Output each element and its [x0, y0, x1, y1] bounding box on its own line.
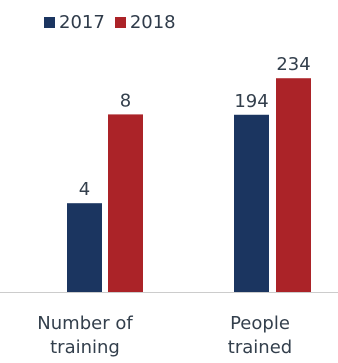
legend-label-2018: 2018	[129, 12, 176, 33]
data-label-number-of-training-2017: 4	[79, 179, 90, 200]
category-label-line1: Number of	[37, 313, 133, 334]
data-label-people-trained-2017: 194	[234, 91, 268, 112]
category-label-line2: trained	[227, 337, 293, 358]
bar-people-trained-2018	[276, 78, 311, 292]
category-label-line2: training	[50, 337, 120, 358]
category-label-people-trained: People trained	[185, 312, 335, 360]
bar-number-of-training-2018	[108, 114, 143, 293]
bar-number-of-training-2017	[67, 203, 102, 292]
category-label-line1: People	[230, 313, 290, 334]
legend-label-2017: 2017	[59, 12, 105, 33]
legend-swatch-2018	[114, 17, 126, 28]
legend-item-2018: 2018	[114, 12, 176, 33]
legend: 2017 2018	[44, 12, 186, 33]
legend-item-2017: 2017	[44, 12, 105, 33]
category-label-number-of-training: Number of training	[10, 312, 160, 360]
data-label-people-trained-2018: 234	[276, 54, 310, 75]
bar-people-trained-2017	[234, 114, 269, 292]
legend-swatch-2017	[44, 17, 55, 28]
data-label-number-of-training-2018: 8	[120, 90, 131, 111]
